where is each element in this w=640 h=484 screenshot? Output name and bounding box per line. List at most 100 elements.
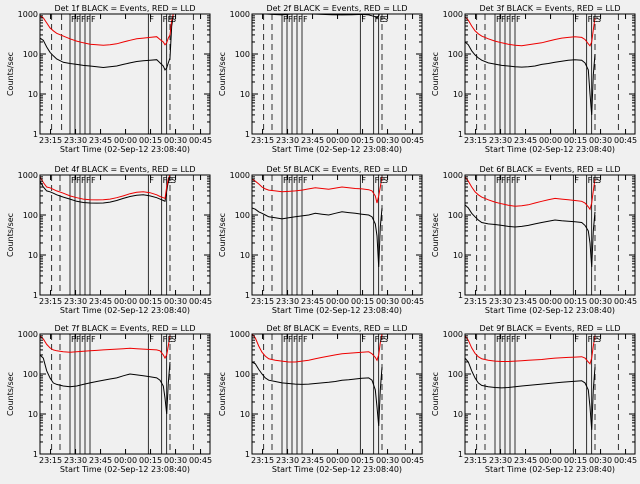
y-axis-label: Counts/sec [218,213,227,257]
event-marker-label: F [588,15,593,24]
y-tick-label: 1000 [230,330,250,339]
y-tick-label: 100 [448,370,463,379]
x-tick-label: 23:30 [489,456,512,465]
lld-series-line [252,176,383,204]
panel-title: Det 2f BLACK = Events, RED = LLD [266,4,407,13]
event-marker-label: F [516,176,521,185]
lld-series-line [465,335,596,365]
x-tick-label: 00:30 [376,456,399,465]
panel-title: Det 4f BLACK = Events, RED = LLD [54,165,195,174]
event-marker-label: E [380,335,385,344]
x-axis-label: Start Time (02-Sep-12 23:08:40) [272,145,402,154]
x-tick-label: 00:30 [376,297,399,306]
x-axis-label: Start Time (02-Sep-12 23:08:40) [272,306,402,315]
panel-title: Det 8f BLACK = Events, RED = LLD [266,324,407,333]
panel-title: Det 1f BLACK = Events, RED = LLD [54,4,195,13]
x-tick-label: 23:15 [39,297,62,306]
event-marker-label: F [496,335,501,344]
event-marker-label: F [298,15,303,24]
event-marker-label: F [506,335,511,344]
plot-area [252,334,406,454]
event-marker-label: F [149,176,154,185]
y-tick-label: 1000 [443,330,463,339]
x-tick-label: 00:45 [614,456,637,465]
event-marker-label: F [81,176,86,185]
event-marker-label: F [361,176,366,185]
event-marker-label: S [383,15,388,24]
y-tick-label: 10 [453,90,463,99]
plot-frame [251,174,423,296]
y-tick-label: 1 [458,130,463,139]
x-axis-label: Start Time (02-Sep-12 23:08:40) [485,465,615,474]
events-series-line [40,354,171,415]
y-tick-label: 10 [28,410,38,419]
plot-area [260,14,406,134]
event-marker-label: F [375,15,380,24]
plot-area [465,175,619,295]
events-series-line [40,15,174,71]
y-tick-label: 100 [235,50,250,59]
x-tick-label: 23:45 [301,136,324,145]
event-marker-label: F [163,176,168,185]
plot-area [40,175,194,295]
lld-series-line [40,335,171,360]
event-marker-label: F [288,176,293,185]
y-tick-label: 1000 [443,10,463,19]
x-tick-label: 00:00 [114,456,137,465]
y-tick-label: 10 [453,410,463,419]
x-tick-label: 23:30 [64,136,87,145]
y-tick-label: 100 [235,370,250,379]
event-marker-label: F [298,335,303,344]
y-tick-label: 1 [245,130,250,139]
y-axis-label: Counts/sec [6,52,15,96]
events-series-line [40,176,171,204]
x-tick-label: 00:15 [139,136,162,145]
x-tick-label: 23:15 [464,456,487,465]
event-marker-label: F [303,15,308,24]
event-marker-label: S [596,176,601,185]
event-marker-label: F [81,335,86,344]
plot-area [40,334,194,454]
y-axis-label: Counts/sec [6,213,15,257]
x-tick-label: 23:30 [489,297,512,306]
event-marker-label: F [293,176,298,185]
y-tick-label: 100 [235,211,250,220]
lld-series-line [465,176,596,211]
event-marker-label: S [171,335,176,344]
x-tick-label: 00:45 [189,136,212,145]
event-marker-label: E [593,176,598,185]
event-marker-label: F [501,15,506,24]
x-tick-label: 00:45 [614,297,637,306]
event-marker-label: F [86,15,91,24]
event-marker-label: F [506,176,511,185]
x-tick-label: 00:00 [326,136,349,145]
event-marker-label: F [163,15,168,24]
event-marker-label: F [501,176,506,185]
y-axis-label: Counts/sec [218,372,227,416]
y-tick-label: 1 [245,291,250,300]
event-marker-label: S [171,176,176,185]
event-marker-label: F [516,15,521,24]
x-tick-label: 23:30 [276,136,299,145]
y-tick-label: 1000 [18,10,38,19]
y-axis-label: Counts/sec [431,52,440,96]
x-tick-label: 00:15 [351,456,374,465]
x-tick-label: 23:45 [301,456,324,465]
x-tick-label: 23:45 [514,297,537,306]
x-tick-label: 00:15 [564,136,587,145]
y-tick-label: 100 [23,50,38,59]
event-marker-label: F [163,335,168,344]
event-marker-label: E [380,15,385,24]
event-marker-label: F [511,176,516,185]
x-tick-label: 00:15 [139,456,162,465]
event-marker-label: F [283,15,288,24]
x-tick-label: 00:15 [351,136,374,145]
x-tick-label: 00:45 [401,456,424,465]
y-tick-label: 1 [33,291,38,300]
x-tick-label: 23:45 [89,297,112,306]
